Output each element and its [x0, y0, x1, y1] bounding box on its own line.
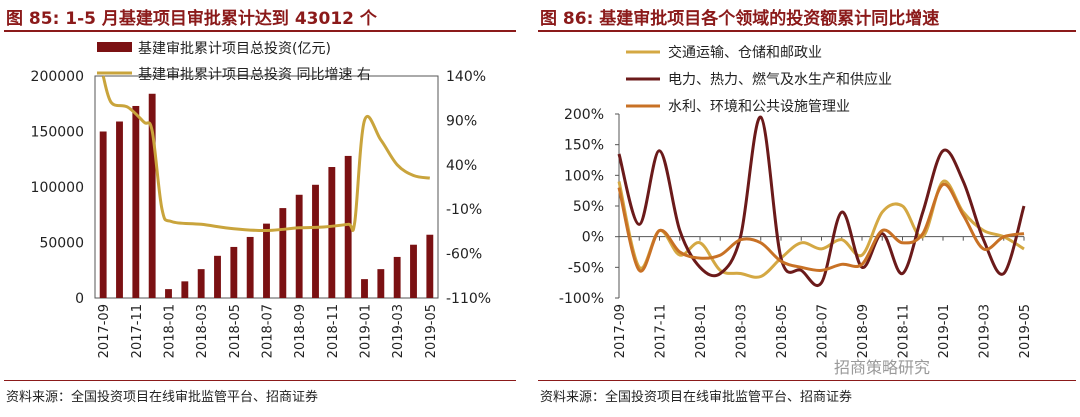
bar: [377, 269, 385, 298]
legend-label: 基建审批累计项目总投资(亿元): [138, 40, 331, 57]
y-tick-label-left: 50000: [39, 236, 84, 252]
y-tick-label: 150%: [564, 138, 604, 154]
y-tick-label-left: 150000: [31, 125, 84, 141]
bar: [99, 131, 107, 298]
bar: [181, 281, 189, 298]
x-tick-label: 2018-01: [163, 304, 178, 358]
x-tick-label: 2017-11: [130, 304, 145, 358]
y-tick-label: -50%: [568, 260, 604, 276]
y-tick-label-left: 0: [75, 291, 84, 307]
y-tick-label: 50%: [573, 199, 604, 215]
y-tick-label-right: -10%: [446, 202, 482, 218]
x-tick-label: 2017-09: [613, 304, 628, 358]
x-tick-label: 2019-03: [978, 304, 993, 358]
bar: [410, 244, 417, 298]
y-tick-label-right: -60%: [446, 247, 482, 263]
source-rule: [538, 380, 1076, 381]
bar: [132, 105, 140, 298]
y-tick-label: 0%: [582, 230, 604, 246]
x-tick-label: 2019-01: [937, 304, 952, 358]
y-tick-label-left: 200000: [31, 69, 84, 85]
chart-panel-investment: 图 85: 1-5 月基建项目审批累计达到 43012 个 0 50000 1000…: [0, 0, 520, 417]
x-tick-label: 2018-05: [775, 304, 790, 358]
source-note: 资料来源：全国投资项目在线审批监管平台、招商证券: [6, 390, 319, 405]
bar: [263, 223, 270, 298]
bar: [214, 255, 221, 298]
y-tick-label-right: 90%: [446, 113, 477, 129]
x-tick-label: 2018-07: [816, 304, 831, 358]
title-rule: [4, 30, 516, 32]
x-tick-label: 2018-09: [293, 304, 308, 358]
bar: [165, 289, 172, 298]
x-tick-label: 2018-03: [735, 304, 750, 358]
y-tick-label: 100%: [564, 168, 604, 184]
source-rule: [4, 380, 516, 381]
bar-line-chart: 0 50000 100000 150000 200000 -110% -60% -10% 40%…: [31, 40, 492, 358]
x-tick-label: 2019-05: [424, 304, 439, 358]
x-tick-label: 2018-01: [694, 304, 709, 358]
bar: [344, 155, 352, 298]
x-tick-label: 2018-07: [261, 304, 276, 358]
chart-title: 图 86: 基建审批项目各个领域的投资额累计同比增速: [540, 9, 940, 29]
x-tick-label: 2017-11: [654, 304, 669, 358]
bar: [295, 194, 303, 298]
y-tick-label-right: 140%: [446, 69, 486, 85]
chart-title: 图 85: 1-5 月基建项目审批累计达到 43012 个: [6, 9, 377, 29]
series-line: [617, 182, 1025, 273]
bar: [328, 167, 336, 298]
bar: [426, 234, 434, 298]
legend-swatch-bar: [97, 42, 132, 52]
y-tick-label-right: 40%: [446, 158, 477, 174]
series-line: [617, 115, 1026, 287]
bar: [312, 184, 319, 298]
multi-line-chart: -100% -50% 0% 50% 100% 150% 200% 交通运输、仓储和邮政业电力、…: [559, 44, 1033, 358]
legend-label: 水利、环境和公共设施管理业: [668, 99, 850, 115]
x-tick-label: 2018-03: [195, 304, 210, 358]
bar: [197, 269, 205, 298]
legend-label: 交通运输、仓储和邮政业: [668, 44, 822, 61]
growth-line: [101, 75, 431, 233]
bar: [279, 208, 287, 298]
title-rule: [538, 30, 1076, 32]
bar: [246, 236, 254, 298]
y-tick-label-left: 100000: [31, 180, 84, 196]
x-tick-label: 2019-01: [359, 304, 374, 358]
x-tick-label: 2019-03: [391, 304, 406, 358]
source-note: 资料来源：全国投资项目在线审批监管平台、招商证券: [540, 390, 853, 405]
x-tick-label: 2018-11: [897, 304, 912, 358]
bar: [148, 93, 156, 298]
bar: [116, 121, 123, 298]
x-tick-label: 2018-09: [856, 304, 871, 358]
bar: [361, 279, 368, 298]
chart-panel-sectors: 图 86: 基建审批项目各个领域的投资额累计同比增速 -100% -50% 0% 50…: [534, 0, 1080, 417]
x-tick-label: 2018-05: [228, 304, 243, 358]
x-tick-label: 2018-11: [326, 304, 341, 358]
y-tick-label: -100%: [559, 291, 604, 307]
watermark: 招商策略研究: [834, 358, 931, 377]
y-tick-label: 200%: [564, 107, 604, 123]
bar: [230, 246, 238, 298]
x-tick-label: 2017-09: [97, 304, 112, 358]
x-tick-label: 2019-05: [1018, 304, 1033, 358]
legend-label: 基建审批累计项目总投资 同比增速 右: [138, 66, 371, 83]
y-tick-label-right: -110%: [446, 291, 491, 307]
bar: [393, 256, 401, 298]
legend-label: 电力、热力、燃气及水生产和供应业: [668, 71, 892, 88]
